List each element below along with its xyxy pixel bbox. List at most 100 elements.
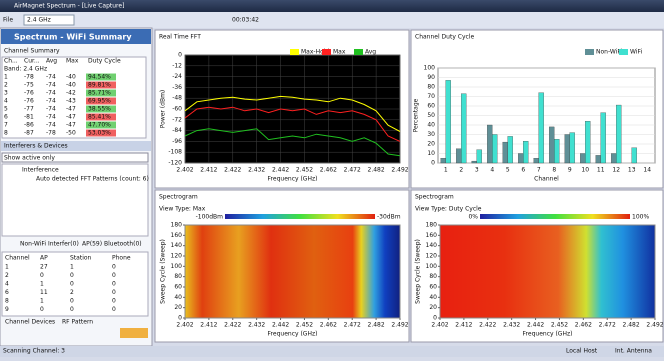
x-tick-label: 2.452: [296, 167, 313, 174]
table-header: Phone: [112, 255, 131, 262]
band-value[interactable]: 2.4 GHz: [27, 17, 51, 24]
legend-label: Non-WiFi: [596, 49, 622, 56]
table-cell: 8: [5, 298, 9, 305]
table-cell: -87: [24, 130, 34, 137]
colorbar-label: -100dBm: [196, 214, 224, 221]
table-cell: 0: [70, 281, 74, 288]
x-tick-label: 2.422: [224, 322, 241, 329]
panel-buttons[interactable]: [120, 328, 148, 338]
bar: [477, 150, 482, 163]
colorbar: [480, 214, 630, 219]
table-cell: 4: [5, 281, 9, 288]
table-cell: 0: [70, 298, 74, 305]
y-tick-label: -60: [172, 106, 182, 113]
x-tick-label: 13: [628, 167, 636, 174]
tab[interactable]: Non-WiFi Interfer(0): [20, 241, 79, 248]
x-tick-label: 2.402: [176, 322, 193, 329]
table-header: Cur...: [24, 58, 40, 65]
table-cell: -74: [46, 82, 56, 89]
colorbar-label: -30dBm: [377, 214, 401, 221]
y-tick-label: 160: [171, 232, 183, 239]
y-tick-label: 100: [424, 65, 436, 72]
x-tick-label: 6: [521, 167, 525, 174]
panel-title: Spectrum - WiFi Summary: [14, 33, 132, 42]
status-antenna: Int. Antenna: [615, 348, 652, 355]
table-cell: -40: [66, 82, 76, 89]
status-bar: [0, 346, 664, 357]
table-cell: -77: [24, 106, 34, 113]
bar: [441, 158, 446, 163]
bar: [472, 161, 477, 163]
window-title: AirMagnet Spectrum - [Live Capture]: [14, 3, 124, 10]
colorbar: [225, 214, 375, 219]
table-cell: 2: [70, 289, 74, 296]
table-cell: -81: [24, 114, 34, 121]
table-cell: -43: [66, 98, 76, 105]
bar: [446, 80, 451, 163]
x-tick-label: 2.432: [248, 322, 265, 329]
y-axis-label: Sweep Cycle (Sweep): [160, 239, 167, 304]
y-tick-label: 140: [426, 242, 438, 249]
bar: [580, 154, 585, 164]
x-tick-label: 2.452: [551, 322, 568, 329]
tree-node[interactable]: Interference: [22, 167, 59, 174]
legend-swatch: [619, 49, 628, 55]
menu-file[interactable]: File: [3, 17, 13, 24]
bar: [554, 139, 559, 163]
x-tick-label: 2.482: [368, 322, 385, 329]
table-cell: -47: [66, 106, 76, 113]
tab[interactable]: AP(59): [82, 241, 102, 248]
plot-area: [185, 225, 400, 318]
x-tick-label: 14: [643, 167, 651, 174]
table-cell: 8: [4, 130, 8, 137]
x-tick-label: 2.412: [455, 322, 472, 329]
table-cell: 38.55%: [88, 106, 111, 113]
y-tick-label: 80: [174, 273, 182, 280]
table-cell: 69.95%: [88, 98, 111, 105]
bar: [539, 93, 544, 163]
y-tick-label: 160: [426, 232, 438, 239]
y-tick-label: 20: [427, 141, 435, 148]
tab[interactable]: Channel Devices: [5, 319, 55, 326]
y-tick-label: -72: [172, 116, 182, 123]
y-tick-label: -84: [172, 127, 182, 134]
x-tick-label: 3: [475, 167, 479, 174]
bar: [611, 154, 616, 164]
legend-label: WiFi: [630, 49, 642, 56]
bar: [632, 148, 637, 163]
bar: [487, 125, 492, 163]
status-text: Scanning Channel: 3: [3, 348, 65, 355]
tab[interactable]: Bluetooth(0): [104, 241, 142, 248]
chart-title: Spectrogram: [415, 194, 454, 201]
table-cell: 0: [112, 272, 116, 279]
table-cell: -74: [46, 122, 56, 129]
table-cell: 1: [5, 264, 9, 271]
table-cell: 4: [4, 98, 8, 105]
bar: [518, 154, 523, 164]
bar: [585, 121, 590, 163]
table-cell: 5: [4, 106, 8, 113]
x-tick-label: 2.482: [623, 322, 640, 329]
table-header: AP: [40, 255, 48, 262]
legend-label: Avg: [365, 49, 376, 56]
table-cell: -86: [24, 122, 34, 129]
table-cell: -75: [24, 82, 34, 89]
chart-title: Spectrogram: [159, 194, 198, 201]
tab[interactable]: RF Pattern: [62, 319, 93, 326]
bar: [523, 141, 528, 163]
x-tick-label: 5: [506, 167, 510, 174]
y-tick-label: 50: [427, 112, 435, 119]
legend-swatch: [354, 49, 363, 55]
colorbar-label: 100%: [632, 214, 649, 221]
table-cell: 0: [40, 306, 44, 313]
bar: [503, 142, 508, 163]
table-cell: 27: [40, 264, 48, 271]
x-tick-label: 9: [568, 167, 572, 174]
y-tick-label: 140: [171, 242, 183, 249]
elapsed-time: 00:03:42: [232, 17, 259, 24]
y-tick-label: 40: [427, 122, 435, 129]
table-header: Channel: [5, 255, 30, 262]
filter-value[interactable]: Show active only: [4, 155, 55, 162]
tree-node[interactable]: Auto detected FFT Patterns (count: 6): [36, 176, 149, 183]
table-cell: -50: [66, 130, 76, 137]
